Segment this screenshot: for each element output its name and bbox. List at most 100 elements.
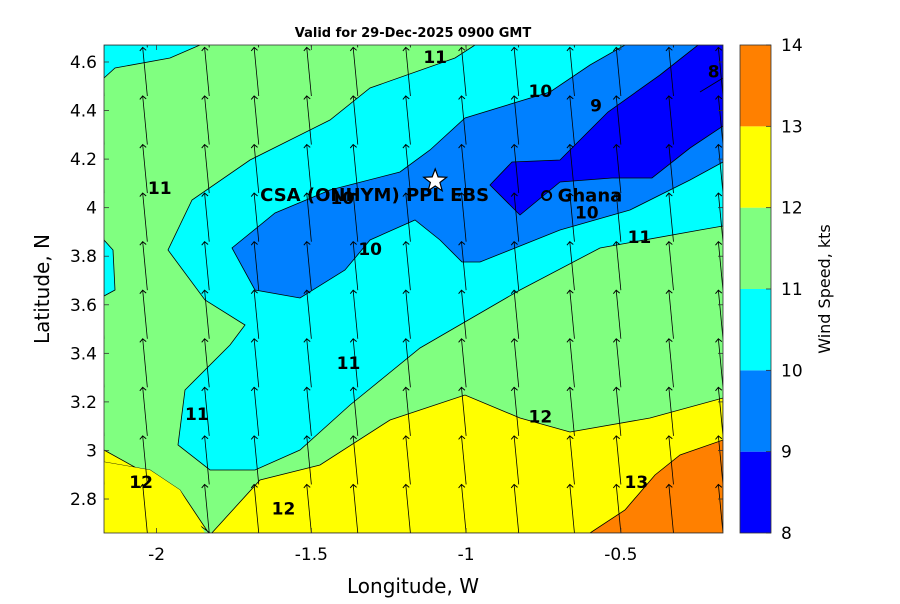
contour-label: 10 [330,189,354,209]
wind-vector-arrow [250,289,260,339]
wind-vector-arrow [715,95,723,145]
wind-vector-arrow [139,338,148,388]
wind-vector-arrow [139,386,148,436]
wind-vector-arrow [458,240,467,291]
wind-vector-arrow [402,192,411,242]
contour-label: 12 [129,473,153,493]
y-tick-label: 4.6 [70,53,97,73]
wind-vector-arrow [104,188,105,194]
wind-vector-arrow [715,289,723,339]
y-tick-label: 3.4 [70,344,97,364]
wind-vector-arrow [208,45,210,48]
colorbar-segment [740,207,771,289]
wind-vector-arrow [566,240,575,291]
wind-vector-arrow [201,240,210,291]
y-tick-label: 3.8 [70,247,97,267]
wind-vector-arrow [349,435,359,485]
wind-vector-arrow [510,483,520,533]
contour-label: 13 [625,473,649,493]
wind-vector-arrow [458,338,467,388]
colorbar-segment [740,370,771,452]
wind-vector-arrow [104,480,105,485]
wind-vector-arrow [665,435,674,485]
colorbar-tick-label: 11 [781,280,803,300]
chart-title: Valid for 29-Dec-2025 0900 GMT [295,26,532,41]
contour-label: 11 [185,405,209,425]
wind-vector-arrow [402,338,411,388]
contour-line-8 [699,77,723,93]
country-label: Ghana [558,186,623,207]
wind-vector-arrow [715,143,723,194]
wind-vector-arrow [139,46,148,97]
colorbar-segment [740,45,771,127]
wind-vector-arrow [146,45,148,48]
wind-vector-arrow [201,46,210,97]
wind-vector-arrow [104,286,105,291]
wind-vector-arrow [566,192,575,242]
contour-labels: 11 10 9 8 11 10 10 10 11 11 11 12 12 12 13 [129,48,719,520]
wind-vector-arrow [458,143,467,194]
wind-vector-arrow [612,95,622,145]
wind-vectors [104,45,723,533]
wind-vector-arrow [250,46,260,97]
y-tick-label: 3 [86,441,97,461]
wind-vector-arrow [139,483,148,533]
wind-vector-arrow [349,46,359,97]
contour-label: 11 [423,48,447,68]
plot-frame [103,44,724,534]
colorbar-tick-label: 9 [781,443,792,463]
wind-vector-arrow [104,528,105,533]
x-tick-label: -0.5 [604,545,637,565]
wind-vector-arrow [510,289,520,339]
wind-vector-arrow [104,91,105,96]
wind-vector-arrow [665,95,674,145]
contour-band-9-10 [231,45,723,299]
contour-label: 11 [148,179,172,199]
contour-band-13-14 [589,439,723,533]
contour-band-12-13-bottom [104,462,205,533]
wind-vector-arrow [665,483,674,533]
wind-vector-arrow [566,46,575,97]
wind-vector-arrow [402,95,411,145]
wind-vector-arrow [510,192,520,242]
wind-vector-arrow [612,46,622,97]
contour-band-10-11-corner [104,45,201,79]
wind-vector-arrow [665,240,674,291]
wind-vector-arrow [620,45,622,48]
wind-vector-arrow [715,386,723,436]
wind-vector-arrow [458,386,467,436]
wind-vector-arrow [201,95,210,145]
wind-vector-arrow [566,289,575,339]
wind-vector-arrow [510,46,520,97]
wind-vector-arrow [458,95,467,145]
wind-vector-arrow [672,45,674,48]
wind-vector-arrow [250,95,260,145]
wind-vector-arrow [139,240,148,291]
wind-vector-arrow [139,435,148,485]
wind-vector-arrow [104,334,105,339]
wind-vector-arrow [139,143,148,194]
y-tick-label: 3.6 [70,296,97,316]
wind-vector-arrow [715,192,723,242]
wind-vector-arrow [349,240,359,291]
wind-vector-arrow [566,435,575,485]
wind-vector-arrow [458,192,467,242]
wind-vector-arrow [458,289,467,339]
wind-vector-arrow [665,143,674,194]
wind-vector-arrow [303,240,312,291]
colorbar-tick-label: 10 [781,361,803,381]
wind-vector-arrow [402,240,411,291]
wind-vector-arrow [303,338,312,388]
wind-vector-arrow [201,192,210,242]
wind-vector-arrow [665,192,674,242]
colorbar-tick-label: 13 [781,117,803,137]
wind-vector-arrow [510,338,520,388]
y-tick-label: 2.8 [70,490,97,510]
annotations: CSA (ONHYM) PPL EBS Ghana [260,167,623,207]
x-tick-label: -1.5 [295,545,328,565]
wind-vector-arrow [349,192,359,242]
wind-vector-arrow [303,483,312,533]
wind-vector-arrow [612,289,622,339]
